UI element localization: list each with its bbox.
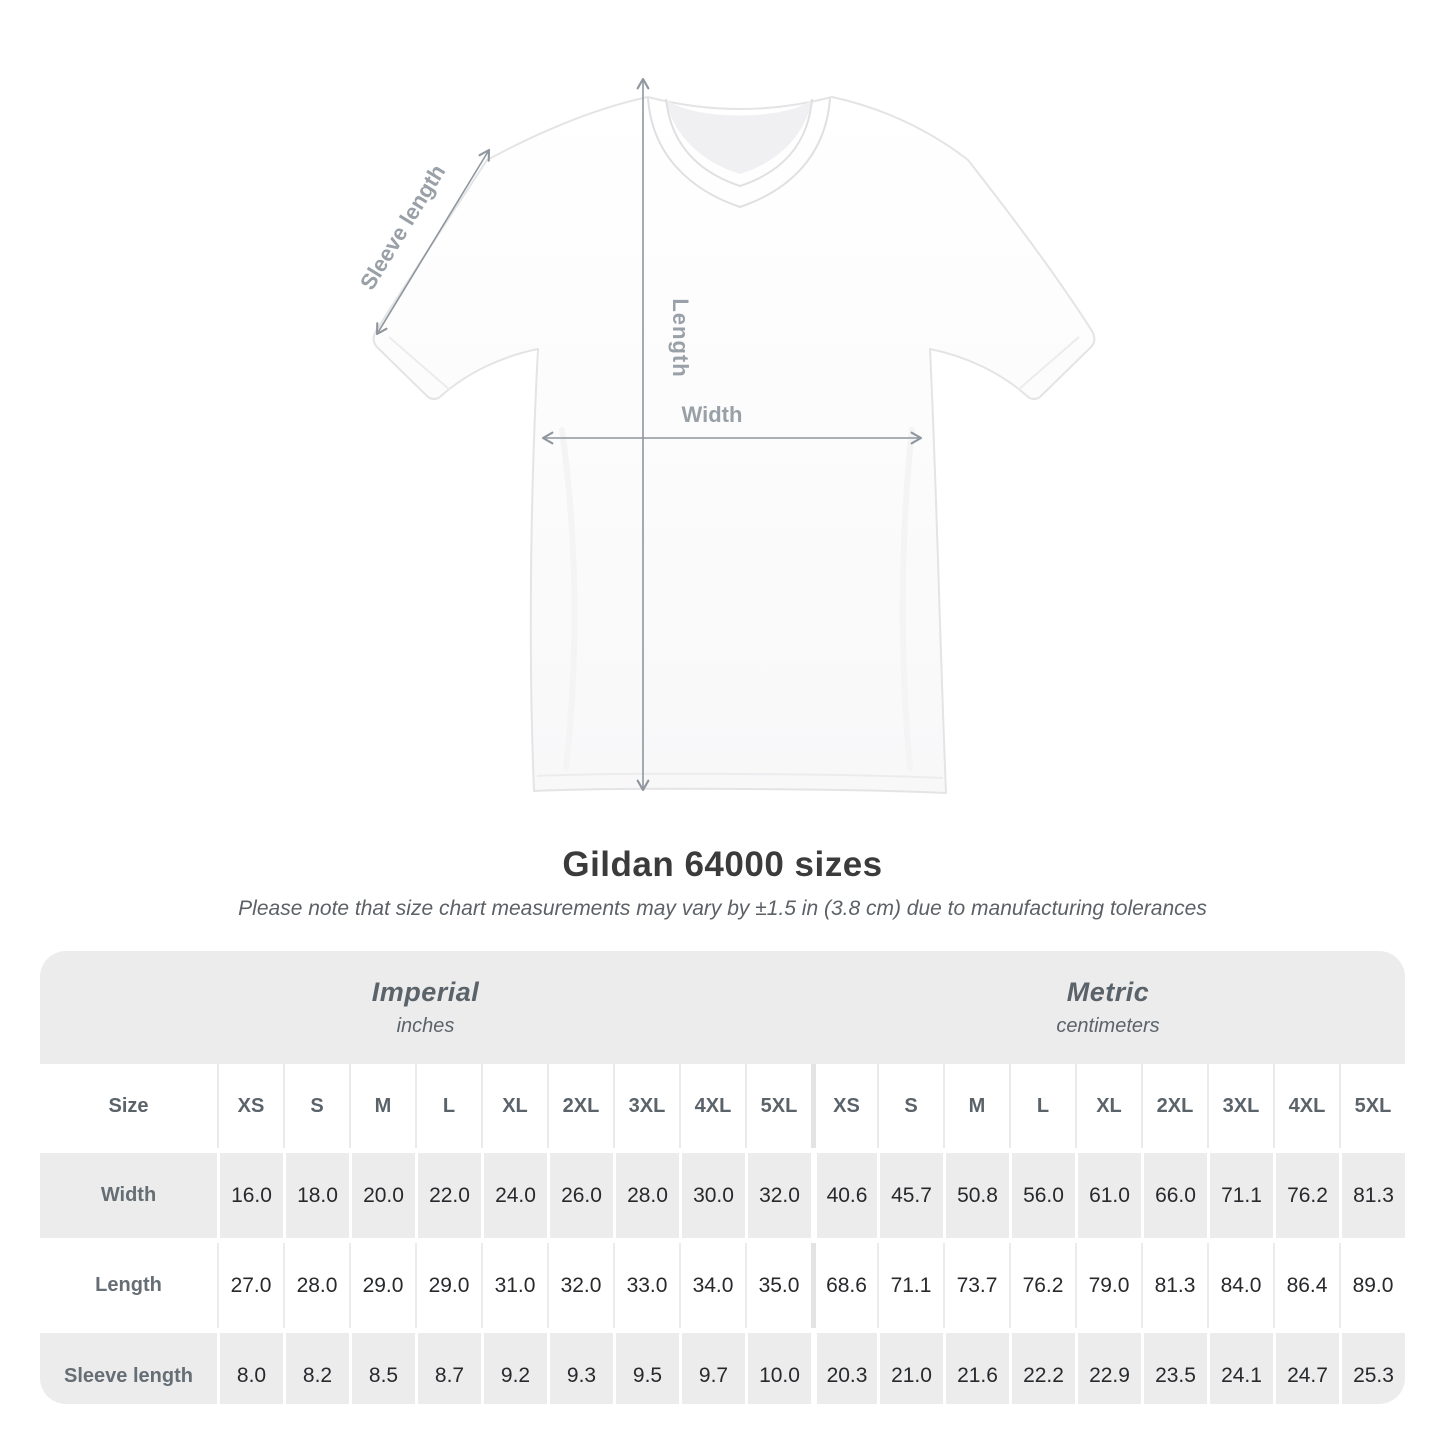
value-cell: 81.3 <box>1141 1243 1207 1328</box>
value-cell: 76.2 <box>1273 1153 1339 1238</box>
size-col-header: M <box>943 1064 1009 1148</box>
value-cell: 24.7 <box>1273 1333 1339 1404</box>
value-cell: 8.5 <box>349 1333 415 1404</box>
value-cell: 24.0 <box>481 1153 547 1238</box>
size-col-header: 2XL <box>547 1064 613 1148</box>
metric-group-header: Metric centimeters <box>811 951 1405 1064</box>
size-col-header: XL <box>1075 1064 1141 1148</box>
imperial-group-header: Imperial inches <box>40 951 811 1064</box>
value-cell: 9.5 <box>613 1333 679 1404</box>
value-cell: 22.2 <box>1009 1333 1075 1404</box>
value-cell: 71.1 <box>1207 1153 1273 1238</box>
value-cell: 30.0 <box>679 1153 745 1238</box>
value-cell: 45.7 <box>877 1153 943 1238</box>
value-cell: 35.0 <box>745 1243 811 1328</box>
value-cell: 32.0 <box>547 1243 613 1328</box>
value-cell: 9.7 <box>679 1333 745 1404</box>
size-col-header: L <box>415 1064 481 1148</box>
value-cell: 8.2 <box>283 1333 349 1404</box>
value-cell: 32.0 <box>745 1153 811 1238</box>
value-cell: 29.0 <box>415 1243 481 1328</box>
value-cell: 24.1 <box>1207 1333 1273 1404</box>
value-cell: 73.7 <box>943 1243 1009 1328</box>
value-cell: 28.0 <box>283 1243 349 1328</box>
row-label: Length <box>95 1274 162 1296</box>
size-col-header: 3XL <box>1207 1064 1273 1148</box>
imperial-group-name: Imperial <box>371 977 480 1007</box>
size-col-header: 2XL <box>1141 1064 1207 1148</box>
tshirt-measurement-diagram: Sleeve length Length Width <box>355 77 1096 794</box>
value-cell: 50.8 <box>943 1153 1009 1238</box>
value-cell: 81.3 <box>1339 1153 1405 1238</box>
value-cell: 27.0 <box>217 1243 283 1328</box>
size-col-header: S <box>877 1064 943 1148</box>
value-cell: 10.0 <box>745 1333 811 1404</box>
width-label: Width <box>682 402 743 427</box>
size-col-header: XL <box>481 1064 547 1148</box>
sleeve-length-arrow <box>375 148 491 336</box>
value-cell: 28.0 <box>613 1153 679 1238</box>
row-label: Sleeve length <box>64 1364 193 1387</box>
size-table: Imperial inches Metric centimeters Size X… <box>40 951 1405 1404</box>
value-cell: 40.6 <box>811 1153 877 1238</box>
value-cell: 68.6 <box>811 1243 877 1328</box>
value-cell: 18.0 <box>283 1153 349 1238</box>
value-cell: 71.1 <box>877 1243 943 1328</box>
metric-group-name: Metric <box>1066 977 1150 1007</box>
measurement-row: Sleeve length 8.0 8.2 8.5 8.7 9.2 9.3 9.5 9.7 10.… <box>40 1328 1405 1404</box>
value-cell: 16.0 <box>217 1153 283 1238</box>
value-cell: 33.0 <box>613 1243 679 1328</box>
size-col-header: 5XL <box>745 1064 811 1148</box>
metric-group-unit: centimeters <box>1056 1015 1160 1037</box>
size-header-label: Size <box>108 1094 149 1117</box>
size-col-header: 4XL <box>1273 1064 1339 1148</box>
size-col-header: XS <box>217 1064 283 1148</box>
value-cell: 61.0 <box>1075 1153 1141 1238</box>
value-cell: 9.2 <box>481 1333 547 1404</box>
size-col-header: 4XL <box>679 1064 745 1148</box>
unit-group-header-row: Imperial inches Metric centimeters <box>40 951 1405 1064</box>
imperial-group-unit: inches <box>396 1015 455 1037</box>
measurement-row: Length 27.0 28.0 29.0 29.0 31.0 32.0 33.0 34.0 35… <box>40 1243 1405 1328</box>
page-title: Gildan 64000 sizes <box>562 845 883 884</box>
value-cell: 21.0 <box>877 1333 943 1404</box>
value-cell: 9.3 <box>547 1333 613 1404</box>
row-label: Width <box>100 1184 157 1206</box>
size-col-header: S <box>283 1064 349 1148</box>
tshirt-illustration <box>372 96 1096 794</box>
value-cell: 21.6 <box>943 1333 1009 1404</box>
tolerance-note: Please note that size chart measurements… <box>238 897 1207 920</box>
value-cell: 86.4 <box>1273 1243 1339 1328</box>
value-cell: 29.0 <box>349 1243 415 1328</box>
value-cell: 22.0 <box>415 1153 481 1238</box>
value-cell: 66.0 <box>1141 1153 1207 1238</box>
value-cell: 20.0 <box>349 1153 415 1238</box>
size-col-header: M <box>349 1064 415 1148</box>
value-cell: 56.0 <box>1009 1153 1075 1238</box>
value-cell: 23.5 <box>1141 1333 1207 1404</box>
value-cell: 22.9 <box>1075 1333 1141 1404</box>
value-cell: 79.0 <box>1075 1243 1141 1328</box>
size-col-header: 3XL <box>613 1064 679 1148</box>
measurement-row: Width 16.0 18.0 20.0 22.0 24.0 26.0 28.0 30.0 32.… <box>40 1148 1405 1243</box>
value-cell: 8.7 <box>415 1333 481 1404</box>
size-header-row: Size XS S M L XL 2XL 3XL 4XL 5XL XS S M L XL 2XL 3XL 4XL 5… <box>40 1064 1405 1148</box>
length-label: Length <box>668 298 693 377</box>
value-cell: 89.0 <box>1339 1243 1405 1328</box>
value-cell: 84.0 <box>1207 1243 1273 1328</box>
value-cell: 26.0 <box>547 1153 613 1238</box>
value-cell: 8.0 <box>217 1333 283 1404</box>
value-cell: 76.2 <box>1009 1243 1075 1328</box>
value-cell: 20.3 <box>811 1333 877 1404</box>
size-col-header: XS <box>811 1064 877 1148</box>
value-cell: 25.3 <box>1339 1333 1405 1404</box>
size-col-header: 5XL <box>1339 1064 1405 1148</box>
size-col-header: L <box>1009 1064 1075 1148</box>
value-cell: 31.0 <box>481 1243 547 1328</box>
value-cell: 34.0 <box>679 1243 745 1328</box>
